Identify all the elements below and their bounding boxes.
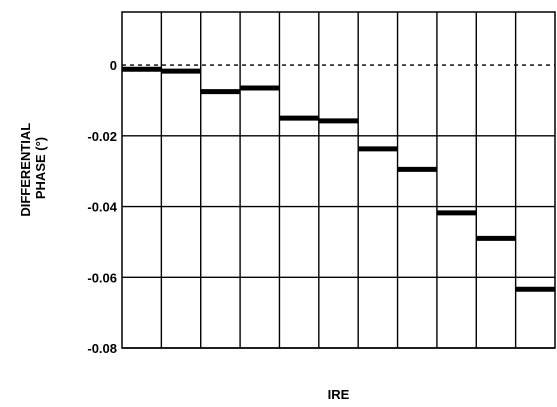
y-tick-labels: 0 -0.02 -0.04 -0.06 -0.08	[87, 58, 117, 356]
y-axis-title-line-1: DIFFERENTIAL	[18, 123, 33, 217]
y-axis-title-line-2: PHASE (°)	[33, 137, 48, 199]
plot-frame	[121, 11, 556, 349]
x-axis-title: IRE	[328, 387, 350, 402]
y-tick-label: -0.08	[87, 341, 117, 356]
y-tick-label: -0.04	[87, 200, 117, 215]
y-axis-title: DIFFERENTIAL PHASE (°)	[18, 119, 48, 216]
y-tick-label: -0.06	[87, 270, 117, 285]
grid	[122, 12, 555, 349]
y-tick-label: 0	[110, 58, 117, 73]
y-tick-label: -0.02	[87, 129, 117, 144]
data-steps	[122, 66, 555, 292]
